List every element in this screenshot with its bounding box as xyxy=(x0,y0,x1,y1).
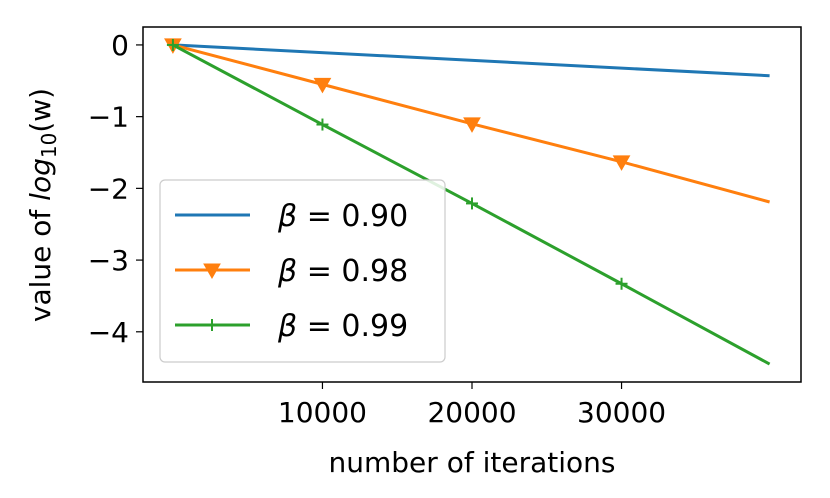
data-point-1-2 xyxy=(463,117,481,133)
y-axis-label-prefix: value of xyxy=(24,201,57,322)
legend-marker-2 xyxy=(206,319,218,331)
legend: β = 0.90 β = 0.98 β = 0.99 xyxy=(159,179,446,363)
y-axis-label-func: log xyxy=(24,158,57,201)
x-axis-label: number of iterations xyxy=(329,446,616,479)
data-point-2-1 xyxy=(316,118,329,131)
y-tick-label: −3 xyxy=(88,244,129,277)
x-tick-label: 10000 xyxy=(278,396,367,429)
data-point-2-2 xyxy=(466,197,478,210)
x-tick-label: 20000 xyxy=(427,396,516,429)
y-tick-label: 0 xyxy=(111,29,129,62)
y-tick-label: −2 xyxy=(88,172,129,205)
legend-marker-1 xyxy=(203,263,221,280)
data-point-1-1 xyxy=(313,77,332,94)
y-axis-label-sub: 10 xyxy=(37,133,61,158)
y-axis-label-arg: (w) xyxy=(24,88,57,133)
data-point-2-0 xyxy=(166,38,179,51)
x-tick-label: 30000 xyxy=(577,396,666,429)
data-point-2-3 xyxy=(615,277,628,290)
legend-label-0: β = 0.90 xyxy=(277,199,408,234)
legend-box xyxy=(159,179,446,363)
series-line-0 xyxy=(172,43,770,78)
legend-label-2: β = 0.99 xyxy=(277,309,408,344)
legend-label-1: β = 0.98 xyxy=(277,254,408,289)
y-tick-label: −1 xyxy=(88,101,129,134)
y-axis-label: value of log10(w) xyxy=(24,88,61,322)
data-point-1-3 xyxy=(612,155,631,171)
y-tick-label: −4 xyxy=(88,316,129,349)
